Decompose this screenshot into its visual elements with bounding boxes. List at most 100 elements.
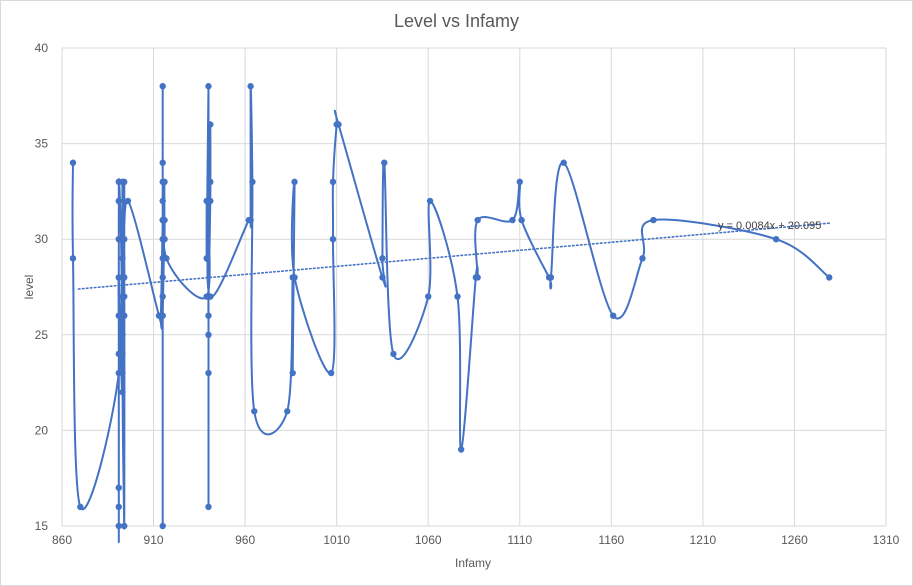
data-point (329, 178, 337, 186)
data-point (159, 293, 166, 300)
data-point (119, 388, 126, 396)
data-point (205, 312, 212, 319)
data-point (115, 522, 122, 530)
x-tick-label: 860 (52, 533, 72, 547)
data-point (121, 236, 128, 243)
x-tick-label: 1160 (598, 533, 624, 547)
x-tick-label: 960 (235, 533, 255, 547)
data-point (291, 178, 298, 186)
data-point (115, 274, 122, 281)
data-point (77, 503, 84, 511)
gridlines (61, 47, 887, 527)
x-tick-label: 910 (144, 533, 164, 547)
data-point (119, 350, 126, 358)
data-point (251, 408, 258, 415)
data-point (119, 255, 126, 262)
data-point (159, 312, 166, 319)
tick-labels: 860 910 960 1010 1060 1110 1160 1210 1260 1310 15 2… (35, 41, 900, 547)
trendline (77, 222, 831, 290)
data-point (639, 255, 646, 262)
data-point (335, 121, 342, 128)
data-point (516, 178, 523, 186)
data-point (121, 274, 128, 281)
x-tick-label: 1110 (507, 533, 532, 547)
data-point (560, 159, 567, 166)
trendline-group (77, 222, 831, 290)
data-point (159, 522, 166, 530)
series-lines (71, 83, 830, 543)
trendline-equation: y = 0.0084x + 20.095 (718, 220, 821, 232)
data-point (509, 216, 516, 224)
data-point (121, 178, 128, 186)
data-point (205, 331, 212, 338)
data-point (207, 121, 214, 128)
data-point (115, 312, 122, 319)
data-point (247, 216, 254, 224)
data-point (115, 197, 122, 205)
x-tick-label: 1310 (873, 533, 900, 547)
data-point (119, 331, 126, 338)
data-point (284, 408, 291, 415)
data-point (454, 293, 461, 300)
data-point (207, 178, 214, 186)
data-point (159, 197, 166, 205)
x-tick-label: 1210 (690, 533, 717, 547)
data-point (203, 255, 210, 262)
y-tick-label: 30 (35, 232, 49, 246)
data-point (381, 159, 388, 166)
y-tick-label: 40 (35, 41, 49, 55)
data-point (474, 274, 481, 281)
y-tick-label: 35 (35, 137, 49, 151)
data-point (327, 369, 335, 377)
x-axis-title: Infamy (455, 556, 491, 570)
data-points (69, 83, 833, 530)
data-point (291, 274, 298, 281)
data-point (69, 255, 77, 262)
data-point (390, 350, 397, 358)
data-point (161, 178, 168, 186)
data-point (329, 236, 337, 243)
data-point (69, 159, 77, 166)
data-point (650, 216, 657, 224)
data-point (457, 446, 465, 453)
data-point (159, 274, 166, 281)
data-point (159, 83, 166, 90)
data-point (121, 312, 128, 319)
data-point (124, 197, 132, 205)
data-point (426, 197, 434, 205)
data-point (207, 293, 214, 300)
y-tick-label: 20 (35, 423, 49, 437)
data-point (772, 236, 780, 243)
data-point (289, 369, 296, 377)
x-tick-label: 1010 (323, 533, 350, 547)
data-point (547, 274, 555, 281)
data-point (518, 216, 525, 224)
chart-title: Level vs Infamy (393, 11, 520, 31)
data-point (247, 83, 254, 90)
y-axis-title: level (22, 275, 36, 300)
data-point (609, 312, 617, 319)
series-line (71, 83, 830, 543)
x-tick-label: 1060 (415, 533, 442, 547)
data-point (474, 216, 481, 224)
data-point (379, 274, 386, 281)
data-point (161, 236, 168, 243)
data-point (115, 503, 122, 511)
data-point (163, 255, 170, 262)
data-point (205, 503, 212, 511)
data-point (121, 293, 128, 300)
y-tick-label: 15 (35, 519, 49, 533)
data-point (161, 216, 168, 224)
data-point (207, 197, 214, 205)
y-tick-label: 25 (35, 328, 49, 342)
data-point (205, 369, 212, 377)
data-point (121, 522, 128, 530)
data-point (379, 255, 386, 262)
data-point (826, 274, 833, 281)
data-point (115, 484, 122, 491)
x-tick-label: 1260 (781, 533, 808, 547)
data-point (425, 293, 432, 300)
data-point (159, 159, 166, 166)
data-point (249, 178, 256, 186)
